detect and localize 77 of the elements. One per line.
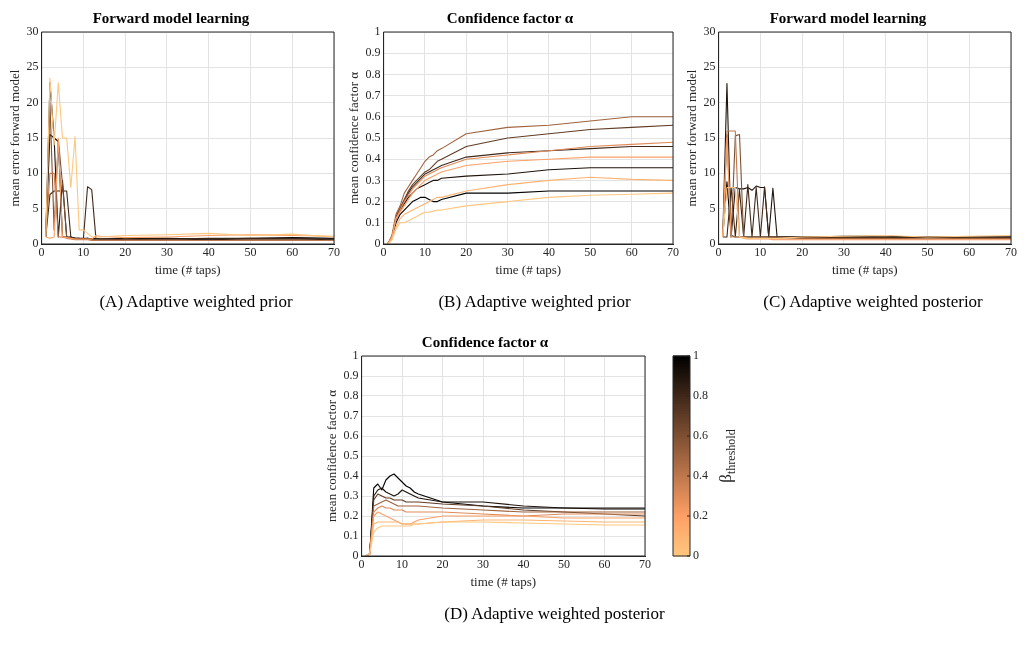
y-tick-label: 1 <box>374 24 381 39</box>
y-tick-label: 5 <box>32 200 39 215</box>
x-tick-label: 50 <box>557 557 570 572</box>
x-tick-label: 40 <box>202 245 215 260</box>
y-tick-label: 0.2 <box>365 193 381 208</box>
y-axis-title: mean error forward model <box>7 69 23 207</box>
y-tick-label: 30 <box>26 24 39 39</box>
x-tick-label: 30 <box>501 245 514 260</box>
y-tick-label: 20 <box>703 94 716 109</box>
y-tick-label: 0.4 <box>365 151 381 166</box>
x-tick-label: 10 <box>77 245 90 260</box>
y-tick-label: 10 <box>703 165 716 180</box>
y-tick-label: 0.7 <box>343 408 359 423</box>
x-tick-label: 50 <box>244 245 257 260</box>
x-tick-label: 40 <box>879 245 892 260</box>
y-tick-label: 0.4 <box>343 468 359 483</box>
text: (C) Adaptive weighted posterior <box>762 292 984 312</box>
x-tick-label: 20 <box>119 245 132 260</box>
y-tick-label: 20 <box>26 94 39 109</box>
x-tick-label: 10 <box>754 245 767 260</box>
x-tick-label: 60 <box>286 245 299 260</box>
y-tick-label: 0.5 <box>343 448 359 463</box>
y-tick-label: 15 <box>26 130 39 145</box>
y-tick-label: 25 <box>703 59 716 74</box>
x-axis-title: time (# taps) <box>154 261 221 277</box>
x-tick-label: 50 <box>583 245 596 260</box>
y-axis-title: mean confidence factor α <box>323 389 339 523</box>
x-tick-label: 70 <box>666 245 679 260</box>
y-tick-label: 0.6 <box>343 428 359 443</box>
y-tick-label: 0.2 <box>343 508 359 523</box>
y-tick-label: 0.9 <box>343 368 359 383</box>
chart-title: Forward model learning <box>769 9 927 26</box>
y-tick-label: 30 <box>703 24 716 39</box>
x-axis-title: time (# taps) <box>831 261 898 277</box>
y-tick-label: 0.8 <box>343 388 359 403</box>
y-tick-label: 0.8 <box>365 66 381 81</box>
x-tick-label: 20 <box>459 245 472 260</box>
y-tick-label: 0.1 <box>343 528 359 543</box>
y-tick-label: 0.3 <box>343 488 359 503</box>
y-tick-label: 0.9 <box>365 45 381 60</box>
x-tick-label: 30 <box>160 245 173 260</box>
x-axis-title: time (# taps) <box>469 573 536 589</box>
chart-title: Confidence factor α <box>421 333 549 350</box>
y-tick-label: 10 <box>26 165 39 180</box>
chart-title: Confidence factor α <box>446 9 574 26</box>
y-tick-label: 0.3 <box>365 172 381 187</box>
y-tick-label: 25 <box>26 59 39 74</box>
x-tick-label: 70 <box>328 245 340 260</box>
y-axis-title: mean confidence factor α <box>345 71 361 205</box>
y-axis-title: mean error forward model <box>684 69 700 207</box>
y-tick-label: 0.7 <box>365 87 381 102</box>
x-tick-label: 70 <box>1005 245 1017 260</box>
text: (A) Adaptive weighted prior <box>98 292 294 312</box>
x-tick-label: 10 <box>418 245 431 260</box>
chart-title: Forward model learning <box>92 9 250 26</box>
x-axis-title: time (# taps) <box>494 261 561 277</box>
y-tick-label: 0.5 <box>365 130 381 145</box>
x-tick-label: 30 <box>837 245 850 260</box>
y-tick-label: 0.1 <box>365 214 381 229</box>
x-tick-label: 50 <box>921 245 934 260</box>
x-tick-label: 30 <box>476 557 489 572</box>
y-tick-label: 5 <box>709 200 716 215</box>
y-tick-label: 15 <box>703 130 716 145</box>
x-tick-label: 20 <box>796 245 809 260</box>
text: (D) Adaptive weighted posterior <box>443 604 666 624</box>
x-tick-label: 70 <box>638 557 651 572</box>
x-tick-label: 40 <box>542 245 555 260</box>
y-tick-label: 1 <box>352 348 359 363</box>
x-tick-label: 10 <box>395 557 408 572</box>
text: (B) Adaptive weighted prior <box>437 292 632 312</box>
x-tick-label: 60 <box>625 245 638 260</box>
x-tick-label: 60 <box>963 245 976 260</box>
color-bar-label: 1 <box>692 348 699 363</box>
x-tick-label: 40 <box>517 557 530 572</box>
x-tick-label: 60 <box>598 557 611 572</box>
y-tick-label: 0.6 <box>365 108 381 123</box>
x-tick-label: 20 <box>436 557 449 572</box>
